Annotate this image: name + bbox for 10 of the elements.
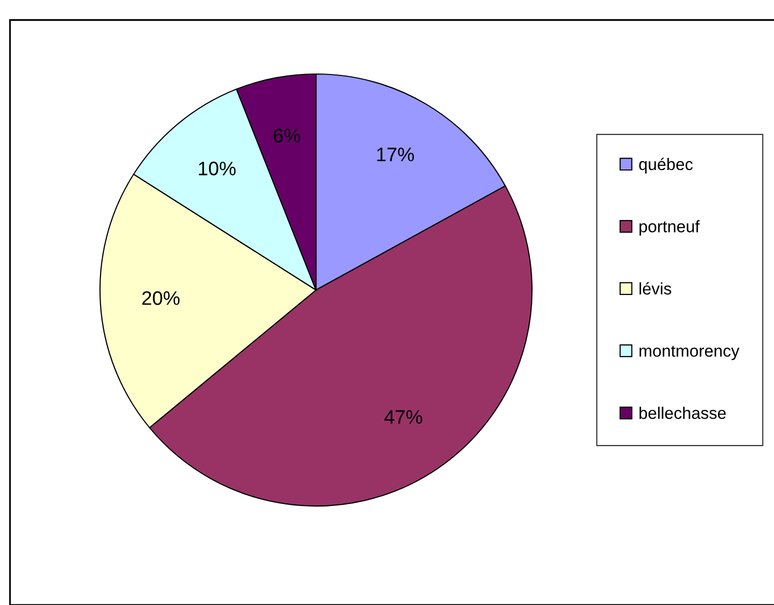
data-label: 17%: [377, 148, 414, 162]
data-label: 47%: [384, 410, 422, 424]
data-label: 6%: [274, 128, 300, 142]
legend-label: lévis: [640, 282, 672, 295]
data-label: 20%: [142, 291, 180, 305]
legend-label: montmorency: [640, 346, 740, 360]
legend-label: portneuf: [640, 220, 700, 236]
legend-label: bellechasse: [640, 406, 726, 419]
data-label: 10%: [198, 162, 236, 176]
legend-label: québec: [639, 158, 693, 174]
